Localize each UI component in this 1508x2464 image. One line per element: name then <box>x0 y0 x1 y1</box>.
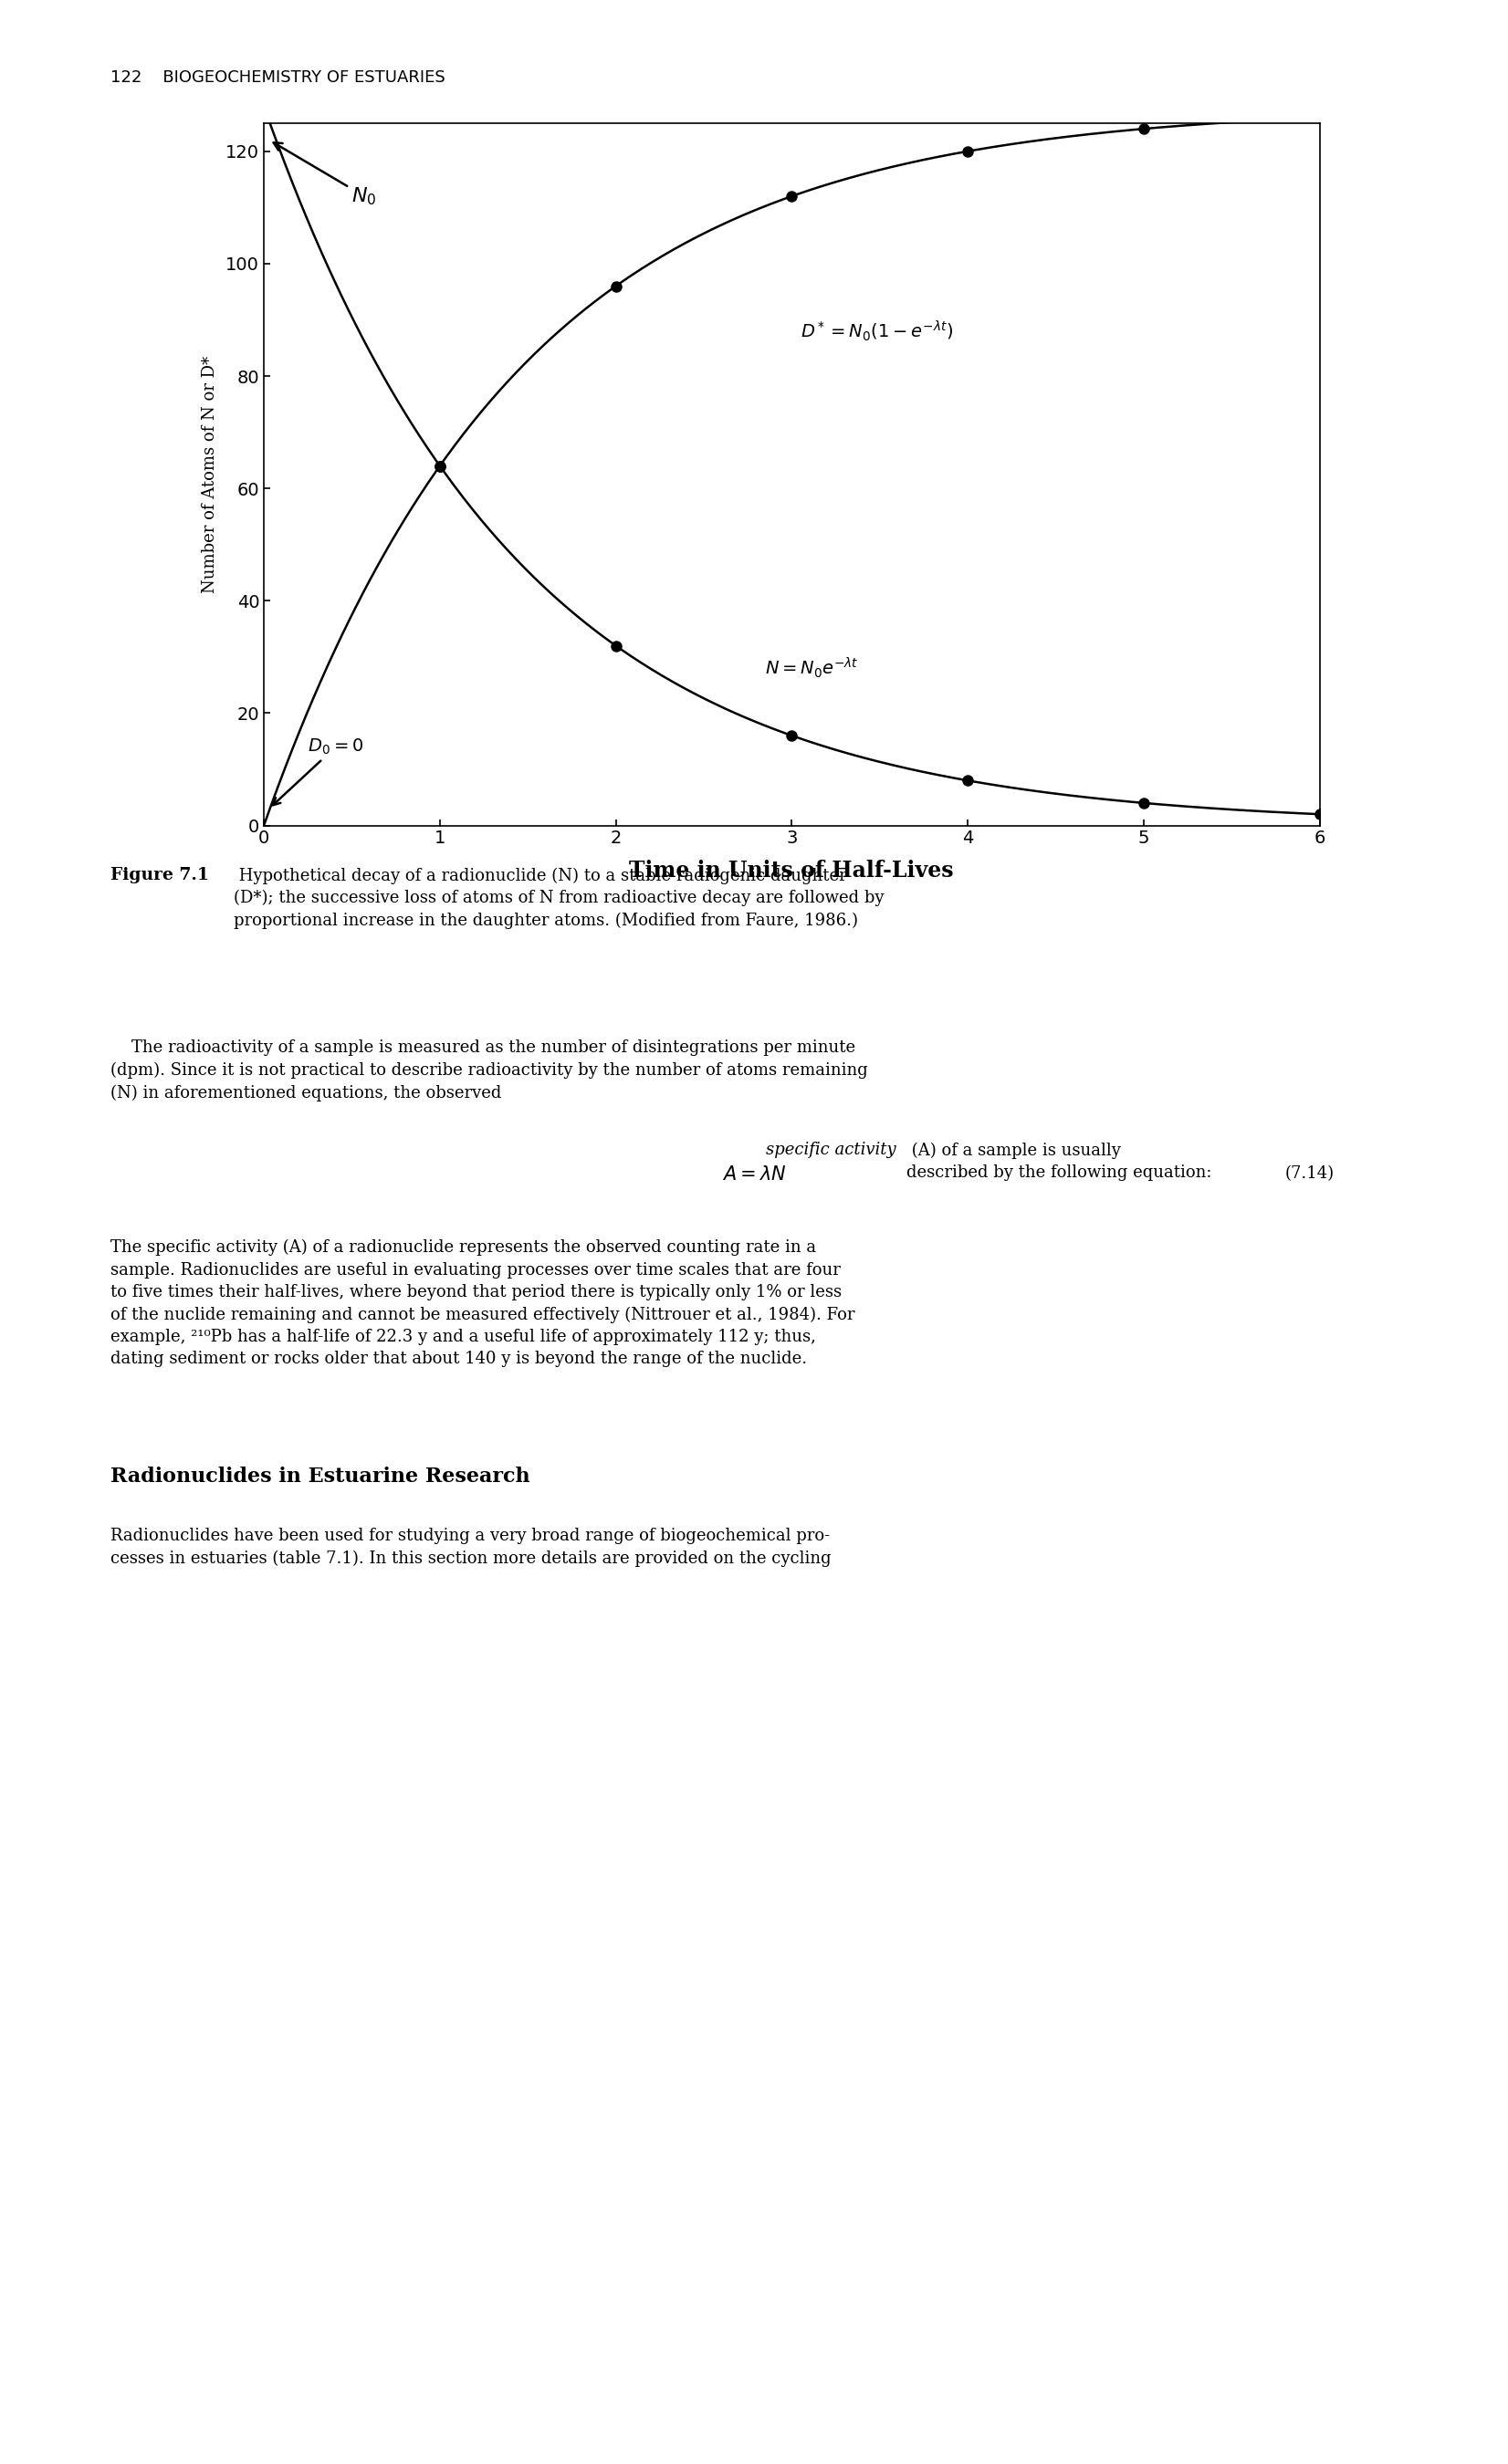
Text: Hypothetical decay of a radionuclide (N) to a stable radiogenic daughter
(D*); t: Hypothetical decay of a radionuclide (N)… <box>234 867 884 929</box>
Text: $A = \lambda N$: $A = \lambda N$ <box>722 1165 786 1183</box>
Text: Radionuclides have been used for studying a very broad range of biogeochemical p: Radionuclides have been used for studyin… <box>110 1528 831 1567</box>
Text: The radioactivity of a sample is measured as the number of disintegrations per m: The radioactivity of a sample is measure… <box>110 1040 867 1101</box>
Text: Figure 7.1: Figure 7.1 <box>110 867 208 885</box>
Y-axis label: Number of Atoms of N or D*: Number of Atoms of N or D* <box>202 355 219 594</box>
Text: $D_0 = 0$: $D_0 = 0$ <box>273 737 363 806</box>
Text: Radionuclides in Estuarine Research: Radionuclides in Estuarine Research <box>110 1466 529 1486</box>
Text: 122    BIOGEOCHEMISTRY OF ESTUARIES: 122 BIOGEOCHEMISTRY OF ESTUARIES <box>110 69 445 86</box>
Text: The specific activity (A) of a radionuclide represents the observed counting rat: The specific activity (A) of a radionucl… <box>110 1239 855 1368</box>
Text: $D^*=N_0(1 - e^{-\lambda t})$: $D^*=N_0(1 - e^{-\lambda t})$ <box>801 318 953 342</box>
Text: $N = N_0 e^{-\lambda t}$: $N = N_0 e^{-\lambda t}$ <box>766 655 860 680</box>
Text: (7.14): (7.14) <box>1285 1165 1335 1183</box>
X-axis label: Time in Units of Half-Lives: Time in Units of Half-Lives <box>629 860 955 882</box>
Text: (A) of a sample is usually
described by the following equation:: (A) of a sample is usually described by … <box>906 1143 1211 1180</box>
Text: $N_0$: $N_0$ <box>273 143 377 207</box>
Text: specific activity: specific activity <box>766 1143 896 1158</box>
